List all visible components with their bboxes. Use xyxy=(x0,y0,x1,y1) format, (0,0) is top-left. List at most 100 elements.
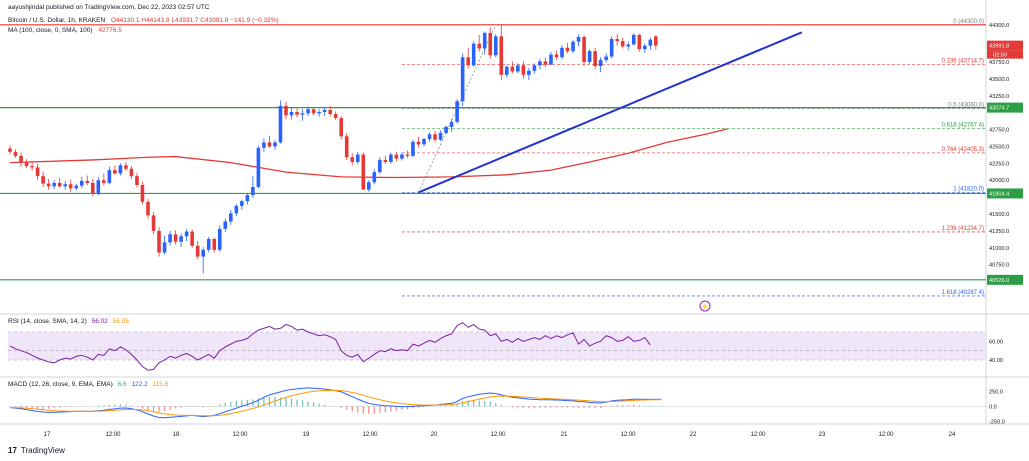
rsi-axis-label: 40.00 xyxy=(989,358,1003,364)
rsi-sma-value: 56.05 xyxy=(112,318,129,325)
rsi-value: 56.02 xyxy=(91,318,108,325)
candle-body xyxy=(344,136,349,158)
candle-body xyxy=(206,239,211,250)
x-axis-label: 19 xyxy=(303,432,310,438)
candle-body xyxy=(245,195,250,202)
candle-body xyxy=(565,47,570,52)
event-marker-ring xyxy=(699,300,711,312)
candle-body xyxy=(604,56,608,60)
candle-body xyxy=(234,205,239,214)
price-axis-badge xyxy=(987,40,1023,51)
candle-body xyxy=(427,134,432,140)
candle-body xyxy=(184,231,189,237)
x-axis-label: 20 xyxy=(431,432,438,438)
fib-level-label: 1 (41820.0) xyxy=(953,186,984,192)
candle-body xyxy=(505,66,509,75)
candle-body xyxy=(587,51,592,62)
x-axis-label: 12:00 xyxy=(232,432,248,438)
candle-body xyxy=(57,182,62,187)
candle-body xyxy=(168,234,172,243)
candle-body xyxy=(179,236,183,242)
candle-body xyxy=(543,61,548,65)
price-axis-label: 41250.0 xyxy=(989,229,1009,235)
candle-body xyxy=(328,109,332,115)
fib-level-label: 0 (44300.0) xyxy=(953,19,984,25)
candle-body xyxy=(68,184,73,189)
candle-body xyxy=(389,154,393,162)
fib-level-label: 0.5 (43060.0) xyxy=(948,103,984,109)
rsi-axis-label: 60.00 xyxy=(989,339,1003,345)
price-axis-label: 43991.8 xyxy=(989,44,1009,50)
candle-body xyxy=(449,122,454,127)
candle-body xyxy=(527,70,531,75)
price-axis-label: 42750.0 xyxy=(989,128,1009,134)
candle-body xyxy=(654,36,658,46)
macd-pane xyxy=(8,387,986,419)
candle-body xyxy=(510,66,515,72)
candle-body xyxy=(140,184,145,202)
candle-body xyxy=(217,228,222,250)
candle-body xyxy=(482,32,487,49)
macd-signal-value: 115.6 xyxy=(152,381,169,388)
candle-body xyxy=(256,147,261,187)
candle-body xyxy=(129,168,134,177)
fib-level-label: 0.236 (43714.7) xyxy=(942,58,984,64)
candle-body xyxy=(85,180,90,183)
countdown-badge xyxy=(987,50,1023,59)
candle-body xyxy=(113,170,117,174)
x-axis-label: 21 xyxy=(561,432,568,438)
candle-body xyxy=(107,170,112,183)
candle-body xyxy=(460,57,465,102)
event-marker-icon: ⚡ xyxy=(699,300,711,312)
candle-body xyxy=(306,109,310,114)
macd-axis-label: 250.0 xyxy=(989,389,1003,395)
symbol-name: Bitcoin / U.S. Dollar, 1h, KRAKEN xyxy=(8,17,106,24)
candle-body xyxy=(643,45,647,50)
rsi-band xyxy=(8,332,986,360)
candle-body xyxy=(251,186,255,196)
candle-body xyxy=(620,41,625,47)
candle-body xyxy=(493,36,498,56)
candle-body xyxy=(383,159,388,162)
candle-body xyxy=(455,101,459,123)
candle-body xyxy=(488,32,493,56)
ma-value: 42776.5 xyxy=(98,27,122,34)
macd-axis-label: 0.0 xyxy=(989,404,997,410)
candle-body xyxy=(471,43,476,66)
x-axis-label: 12:00 xyxy=(878,432,894,438)
candle-body xyxy=(516,65,520,72)
candle-body xyxy=(46,183,51,187)
candle-body xyxy=(201,249,205,257)
price-axis-badge xyxy=(987,188,1023,199)
macd-label: MACD (12, 26, close, 9, EMA, EMA) xyxy=(8,381,113,388)
x-axis-label: 12:00 xyxy=(750,432,766,438)
candle-body xyxy=(593,51,597,67)
brand-label: TradingView xyxy=(20,446,65,455)
price-axis-label: 42250.0 xyxy=(989,161,1009,167)
candle-body xyxy=(300,113,305,115)
candle-body xyxy=(609,39,614,57)
candle-body xyxy=(637,34,642,50)
rsi-header: RSI (14, close, SMA, 14, 2) 56.02 56.05 xyxy=(8,318,129,325)
candle-body xyxy=(311,109,316,114)
candle-body xyxy=(411,141,415,156)
macd-hist-value: 6.6 xyxy=(117,381,127,388)
tradingview-logo-icon: 17 xyxy=(8,446,17,455)
price-axis-label: 42500.0 xyxy=(989,144,1009,150)
price-axis-label: 44300.0 xyxy=(989,23,1009,29)
candle-body xyxy=(118,165,123,174)
countdown-label: 02:50 xyxy=(993,53,1007,59)
candle-body xyxy=(554,54,559,58)
candle-body xyxy=(538,61,542,66)
candle-body xyxy=(124,165,128,169)
candle-body xyxy=(19,155,23,163)
rsi-line xyxy=(9,322,651,371)
price-axis-label: 43750.0 xyxy=(989,60,1009,66)
candle-body xyxy=(162,242,167,253)
candle-body xyxy=(405,154,410,156)
tradingview-brand[interactable]: 17 TradingView xyxy=(8,446,65,455)
candle-body xyxy=(394,154,399,159)
candle-body xyxy=(372,172,377,183)
